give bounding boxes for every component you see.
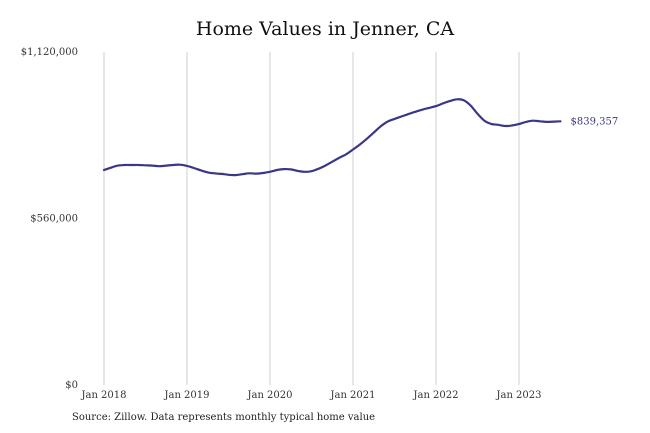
series-group: $839,357 — [102, 98, 619, 177]
end-value-label: $839,357 — [571, 116, 619, 127]
x-tick-label: Jan 2019 — [163, 390, 209, 401]
source-note: Source: Zillow. Data represents monthly … — [72, 412, 376, 423]
x-tick-label: Jan 2023 — [495, 390, 541, 401]
chart-title: Home Values in Jenner, CA — [195, 18, 455, 40]
y-tick-label: $560,000 — [30, 214, 78, 225]
x-tick-label: Jan 2020 — [246, 390, 292, 401]
x-axis-ticks: Jan 2018 Jan 2019 Jan 2020 Jan 2021 Jan 2022… — [80, 390, 541, 401]
gridlines — [103, 52, 520, 385]
home-value-line — [102, 98, 562, 177]
y-tick-label: $0 — [65, 380, 78, 391]
x-tick-label: Jan 2018 — [80, 390, 126, 401]
x-tick-label: Jan 2022 — [412, 390, 458, 401]
y-axis-ticks: $0 $560,000 $1,120,000 — [21, 47, 78, 391]
y-tick-label: $1,120,000 — [21, 47, 78, 58]
x-tick-label: Jan 2021 — [329, 390, 375, 401]
